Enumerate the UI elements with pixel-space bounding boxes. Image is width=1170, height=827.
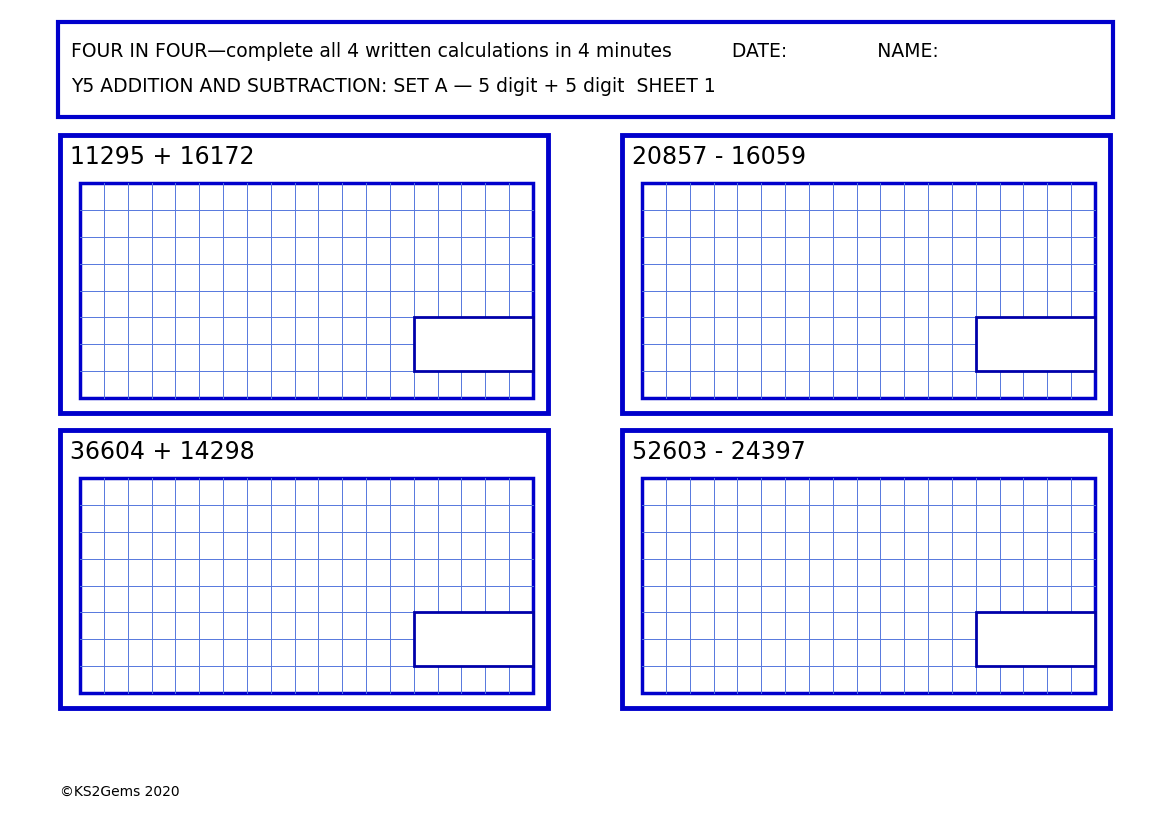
Text: Y5 ADDITION AND SUBTRACTION: SET A — 5 digit + 5 digit  SHEET 1: Y5 ADDITION AND SUBTRACTION: SET A — 5 d… xyxy=(71,77,716,96)
Bar xyxy=(58,22,1113,117)
Bar xyxy=(642,478,1095,693)
Text: FOUR IN FOUR—complete all 4 written calculations in 4 minutes          DATE:    : FOUR IN FOUR—complete all 4 written calc… xyxy=(71,42,938,61)
Bar xyxy=(60,430,548,708)
Bar xyxy=(414,612,534,666)
Bar xyxy=(60,135,548,413)
Text: 11295 + 16172: 11295 + 16172 xyxy=(70,145,255,169)
Bar xyxy=(622,135,1110,413)
Text: 36604 + 14298: 36604 + 14298 xyxy=(70,440,255,464)
Bar xyxy=(80,478,534,693)
Bar xyxy=(414,318,534,371)
Bar xyxy=(976,318,1095,371)
Bar xyxy=(80,183,534,398)
Text: ©KS2Gems 2020: ©KS2Gems 2020 xyxy=(60,785,180,799)
Text: 20857 - 16059: 20857 - 16059 xyxy=(632,145,806,169)
Bar xyxy=(976,612,1095,666)
Bar xyxy=(642,183,1095,398)
Bar xyxy=(622,430,1110,708)
Text: 52603 - 24397: 52603 - 24397 xyxy=(632,440,806,464)
